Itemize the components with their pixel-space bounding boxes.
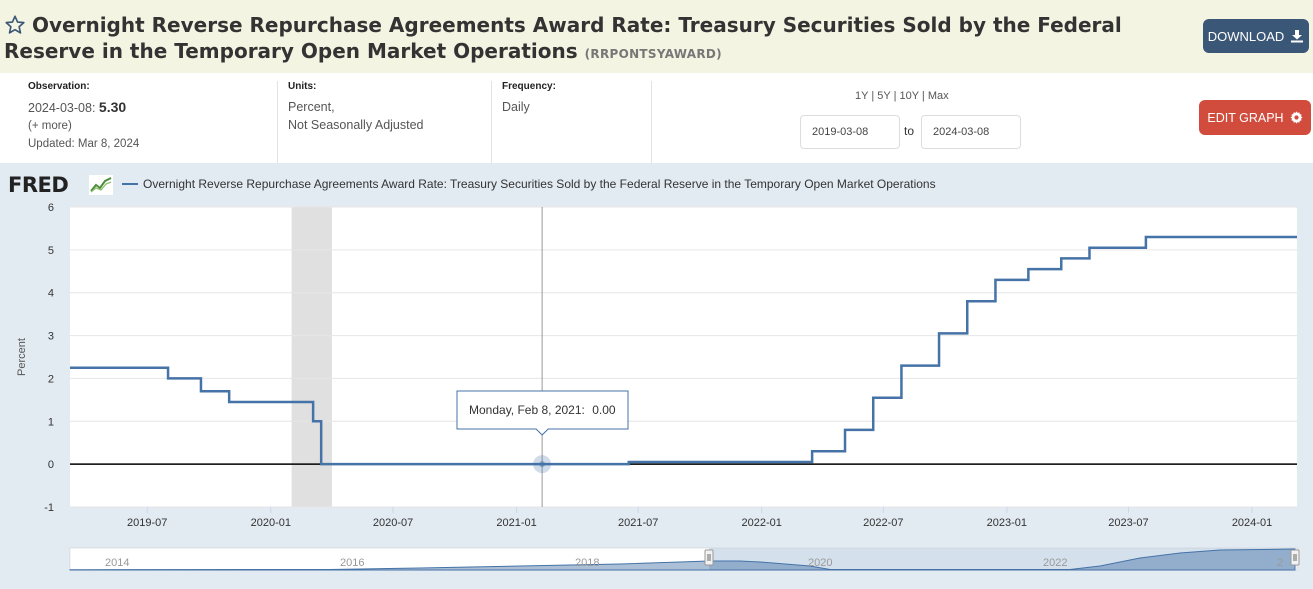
series-line	[70, 235, 1297, 466]
y-tick-label: -1	[44, 502, 54, 514]
x-tick-label: 2021-07	[618, 517, 658, 529]
series-meta: Observation: 2024-03-08: 5.30 (+ more) U…	[0, 73, 1313, 163]
more-link[interactable]: (+ more)	[28, 120, 72, 132]
navigator-tick-label: 2018	[575, 557, 599, 569]
observation-line: 2024-03-08: 5.30	[28, 98, 268, 117]
y-tick-label: 6	[48, 202, 54, 214]
units-block: Units: Percent, Not Seasonally Adjusted	[288, 81, 488, 163]
recession-band	[291, 207, 332, 507]
x-tick-label: 2024-01	[1232, 517, 1272, 529]
navigator-tick-label: 2016	[340, 557, 364, 569]
range-links: 1Y | 5Y | 10Y | Max	[855, 90, 949, 102]
navigator-selection	[709, 548, 1295, 570]
tooltip: Monday, Feb 8, 2021: 0.00	[456, 390, 629, 436]
x-tick-label: 2023-01	[987, 517, 1027, 529]
page-title: Overnight Reverse Repurchase Agreements …	[4, 12, 1194, 67]
y-tick-label: 4	[48, 288, 54, 300]
x-tick-label: 2021-01	[496, 517, 536, 529]
chart-legend[interactable]: Overnight Reverse Repurchase Agreements …	[122, 177, 936, 191]
download-label: DOWNLOAD	[1207, 28, 1285, 44]
observation-value: 5.30	[98, 99, 127, 115]
x-tick-label: 2023-07	[1108, 517, 1148, 529]
series-header: Overnight Reverse Repurchase Agreements …	[0, 0, 1313, 73]
x-tick-label: 2022-07	[863, 517, 903, 529]
end-date-input[interactable]: 2024-03-08	[921, 115, 1021, 149]
observation-label: Observation:	[28, 81, 90, 92]
divider	[277, 81, 278, 163]
hover-point-dot	[539, 461, 546, 468]
frequency-block: Frequency: Daily	[502, 81, 642, 163]
observation-date: 2024-03-08:	[28, 101, 96, 115]
tooltip-box	[456, 390, 629, 436]
x-tick-label: 2022-01	[742, 517, 782, 529]
edit-graph-button[interactable]: EDIT GRAPH	[1199, 100, 1311, 135]
navigator-area	[69, 548, 1296, 571]
range-1y[interactable]: 1Y	[855, 90, 869, 102]
start-date-input[interactable]: 2019-03-08	[800, 115, 900, 149]
tooltip-date: Monday, Feb 8, 2021:	[469, 403, 585, 417]
y-tick-label: 0	[48, 459, 54, 471]
navigator-tick-label: 2022	[1043, 557, 1067, 569]
y-tick-label: 5	[48, 245, 54, 257]
y-axis-title: Percent	[16, 338, 28, 376]
x-tick-label: 2019-07	[127, 517, 167, 529]
y-tick-label: 2	[48, 373, 54, 385]
download-icon	[1291, 30, 1304, 43]
frequency-label: Frequency:	[502, 81, 556, 92]
chart-panel: FRED Overnight Reverse Repurchase Agreem…	[0, 163, 1313, 589]
legend-label: Overnight Reverse Repurchase Agreements …	[143, 177, 936, 191]
download-button[interactable]: DOWNLOAD	[1203, 19, 1309, 53]
star-icon[interactable]	[4, 14, 26, 36]
navigator-handle	[704, 549, 714, 566]
horizontal-gridlines	[70, 206, 1297, 508]
gear-icon	[1289, 111, 1303, 124]
fred-logo-text: FRED	[8, 173, 69, 197]
navigator-handle	[1290, 549, 1300, 566]
tooltip-value: 0.00	[592, 403, 616, 417]
series-id: (RRPONTSYAWARD)	[584, 47, 722, 61]
navigator-tick-label: 2	[1277, 557, 1283, 569]
frequency-value: Daily	[502, 100, 530, 114]
updated-date: Updated: Mar 8, 2024	[28, 138, 140, 150]
units-line2: Not Seasonally Adjusted	[288, 118, 424, 132]
units-line1: Percent,	[288, 100, 335, 114]
y-tick-label: 3	[48, 331, 54, 343]
x-tick-label: 2020-07	[373, 517, 413, 529]
to-label: to	[904, 124, 915, 138]
series-title: Overnight Reverse Repurchase Agreements …	[4, 13, 1122, 63]
range-max[interactable]: Max	[927, 90, 949, 102]
x-axis-labels: 2019-07 2020-01 2020-07 2021-01 2021-07 2022-…	[127, 507, 1272, 529]
divider	[491, 81, 492, 163]
x-tick-label: 2020-01	[251, 517, 291, 529]
navigator-tick-label: 2014	[105, 557, 129, 569]
range-10y[interactable]: 10Y	[899, 90, 919, 102]
plot-area	[70, 207, 1297, 507]
navigator-tick-label: 2020	[808, 557, 832, 569]
observation-block: Observation: 2024-03-08: 5.30 (+ more) U…	[28, 81, 268, 163]
units-label: Units:	[288, 81, 317, 92]
y-axis-labels: -1 0 1 2 3 4 5 6	[44, 202, 54, 514]
range-5y[interactable]: 5Y	[877, 90, 891, 102]
fred-logo: FRED	[8, 173, 113, 197]
legend-swatch	[122, 183, 138, 185]
divider	[651, 81, 652, 163]
fred-chart-icon	[89, 175, 113, 195]
range-navigator: 2014 2016 2018 2020 2022 2	[69, 547, 1300, 571]
tooltip-text: Monday, Feb 8, 2021: 0.00	[469, 403, 616, 417]
edit-graph-label: EDIT GRAPH	[1207, 110, 1284, 125]
y-tick-label: 1	[48, 416, 54, 428]
recession-shade	[291, 207, 332, 507]
